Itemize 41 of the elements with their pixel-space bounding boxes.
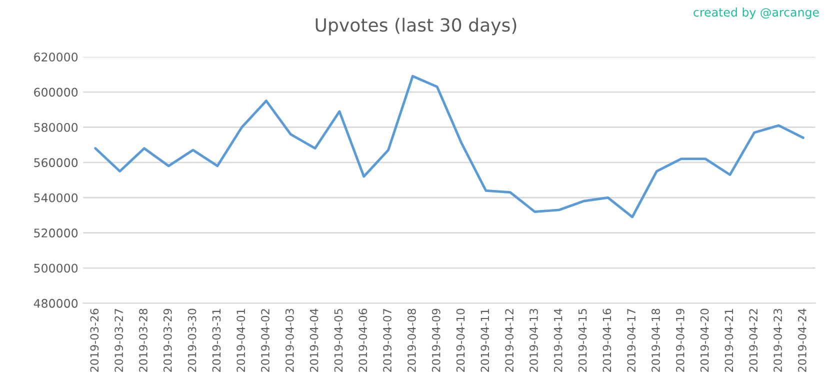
x-tick-label: 2019-04-24 <box>798 308 806 372</box>
x-tick-label: 2019-04-02 <box>261 309 270 372</box>
x-tick-label: 2019-04-03 <box>285 308 294 372</box>
line-series <box>94 74 804 218</box>
x-tick-label: 2019-04-13 <box>530 308 538 372</box>
x-tick-label: 2019-04-06 <box>358 308 368 372</box>
x-tick-label: 2019-04-08 <box>407 308 416 372</box>
x-tick-label: 2019-04-12 <box>505 309 514 372</box>
x-tick-label: 2019-04-16 <box>602 308 612 372</box>
x-tick-label: 2019-04-18 <box>652 308 660 372</box>
x-tick-label: 2019-04-09 <box>432 308 440 372</box>
x-tick-label: 2019-04-07 <box>383 309 392 372</box>
x-tick-label: 2019-03-31 <box>212 309 221 372</box>
x-tick-label: 2019-03-29 <box>163 308 172 372</box>
x-tick-label: 2019-04-17 <box>627 309 636 372</box>
y-tick-label: 540000 <box>34 193 78 202</box>
x-tick-label: 2019-04-19 <box>676 308 684 372</box>
x-tick-label: 2019-03-27 <box>114 309 124 372</box>
y-tick-label: 560000 <box>34 158 78 168</box>
y-tick-label: 500000 <box>34 264 78 273</box>
x-tick-label: 2019-04-05 <box>334 309 343 372</box>
x-tick-label: 2019-04-15 <box>578 309 587 372</box>
y-tick-label: 620000 <box>34 52 78 62</box>
x-tick-label: 2019-04-20 <box>700 308 709 372</box>
x-tick-label: 2019-04-10 <box>456 308 465 372</box>
chart-title: Upvotes (last 30 days) <box>316 18 516 36</box>
x-tick-label: 2019-04-14 <box>554 308 562 372</box>
x-tick-label: 2019-04-23 <box>774 308 782 372</box>
x-tick-label: 2019-04-21 <box>724 309 734 372</box>
x-tick-label: 2019-04-22 <box>749 309 758 372</box>
x-tick-label: 2019-03-28 <box>139 308 148 372</box>
x-tick-label: 2019-04-01 <box>236 309 246 372</box>
x-tick-label: 2019-04-04 <box>310 308 318 372</box>
y-tick-label: 520000 <box>34 228 78 238</box>
text: created by @arcange <box>694 8 819 19</box>
x-tick-label: 2019-04-11 <box>480 309 490 372</box>
y-tick-label: 480000 <box>34 298 78 308</box>
y-tick-label: 600000 <box>34 88 78 97</box>
y-tick-label: 580000 <box>34 122 78 132</box>
x-tick-label: 2019-03-30 <box>188 308 196 372</box>
x-tick-label: 2019-03-26 <box>90 308 99 372</box>
